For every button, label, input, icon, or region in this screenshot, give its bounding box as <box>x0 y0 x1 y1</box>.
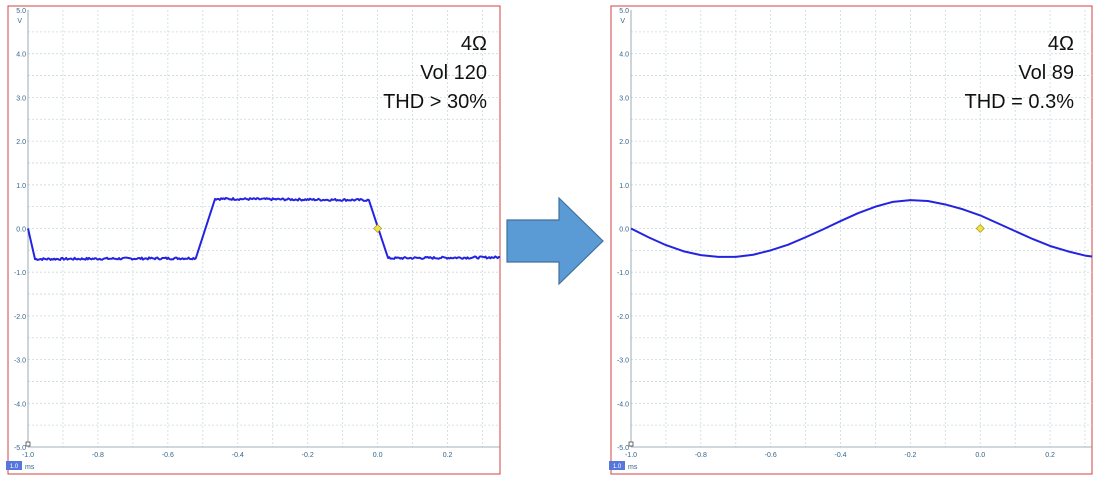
y-tick-label: -2.0 <box>617 314 629 321</box>
x-tick-label: 0.2 <box>1045 452 1055 459</box>
y-tick-label: 1.0 <box>16 183 26 190</box>
y-tick-label: 5.0 <box>16 8 26 15</box>
x-tick-label: -0.8 <box>92 452 104 459</box>
y-tick-label: 4.0 <box>16 52 26 59</box>
grid <box>28 10 500 447</box>
y-tick-label: 3.0 <box>619 95 629 102</box>
x-tick-label: -0.4 <box>232 452 244 459</box>
scope-panel-left: 5.0 4.0 3.0 2.0 1.0 0.0 -1.0 -2.0 -3.0 -4.0 -5.0 V -… <box>0 0 505 482</box>
chart-right: 5.0 4.0 3.0 2.0 1.0 0.0 -1.0 -2.0 -3.0 -4.0 -5.0 V -… <box>609 5 1093 475</box>
annotation-thd: THD > 30% <box>383 91 487 113</box>
scope-panel-right: 5.0 4.0 3.0 2.0 1.0 0.0 -1.0 -2.0 -3.0 -4.0 -5.0 V -… <box>603 0 1100 482</box>
y-unit-label: V <box>620 18 625 25</box>
y-tick-label: 4.0 <box>619 52 629 59</box>
x-unit-label: ms <box>628 464 638 471</box>
y-tick-label: -5.0 <box>14 445 26 452</box>
annotation-volume: Vol 120 <box>420 62 487 84</box>
y-tick-label: 3.0 <box>16 95 26 102</box>
trigger-marker <box>373 224 383 233</box>
y-tick-label: -4.0 <box>617 401 629 408</box>
annotation-load: 4Ω <box>1047 33 1074 55</box>
annotation-thd: THD = 0.3% <box>964 91 1074 113</box>
x-tick-label: -0.6 <box>162 452 174 459</box>
channel-badge-label: 1.0 <box>613 464 622 470</box>
trigger-marker <box>975 224 985 233</box>
cursor-marker <box>25 441 31 447</box>
y-tick-label: -1.0 <box>14 270 26 277</box>
annotation-volume: Vol 89 <box>1018 62 1074 84</box>
x-tick-label: 0.0 <box>373 452 383 459</box>
y-tick-label: 1.0 <box>619 183 629 190</box>
series-line <box>630 199 1093 258</box>
x-tick-label: -0.2 <box>904 452 916 459</box>
grid <box>631 10 1092 447</box>
scope-frame <box>7 5 501 475</box>
x-tick-label: 0.2 <box>443 452 453 459</box>
series-line <box>27 196 501 261</box>
annotation-block-left: 4Ω Vol 120 THD > 30% <box>383 30 487 117</box>
cursor-marker <box>628 441 634 447</box>
y-unit-label: V <box>17 18 22 25</box>
annotation-block-right: 4Ω Vol 89 THD = 0.3% <box>965 30 1074 117</box>
x-tick-label: -0.4 <box>835 452 847 459</box>
x-tick-label: -0.2 <box>302 452 314 459</box>
right-arrow-icon <box>506 196 604 286</box>
x-tick-label: -1.0 <box>625 452 637 459</box>
x-tick-label: -0.6 <box>765 452 777 459</box>
y-tick-label: 0.0 <box>619 227 629 234</box>
y-tick-label: -4.0 <box>14 401 26 408</box>
y-tick-label: -5.0 <box>617 445 629 452</box>
chart-left: 5.0 4.0 3.0 2.0 1.0 0.0 -1.0 -2.0 -3.0 -4.0 -5.0 V -… <box>6 5 501 475</box>
channel-badge <box>609 461 625 470</box>
annotation-load: 4Ω <box>460 33 487 55</box>
y-tick-label: -1.0 <box>617 270 629 277</box>
scope-frame <box>610 5 1093 475</box>
y-tick-label: 5.0 <box>619 8 629 15</box>
y-tick-label: 2.0 <box>16 139 26 146</box>
y-tick-label: 0.0 <box>16 227 26 234</box>
x-tick-label: -0.8 <box>695 452 707 459</box>
x-tick-label: 0.0 <box>975 452 985 459</box>
channel-badge-label: 1.0 <box>10 464 19 470</box>
x-unit-label: ms <box>25 464 35 471</box>
y-tick-label: -3.0 <box>617 358 629 365</box>
y-tick-label: -2.0 <box>14 314 26 321</box>
y-tick-label: 2.0 <box>619 139 629 146</box>
y-tick-label: -3.0 <box>14 358 26 365</box>
channel-badge <box>6 461 22 470</box>
x-tick-label: -1.0 <box>22 452 34 459</box>
